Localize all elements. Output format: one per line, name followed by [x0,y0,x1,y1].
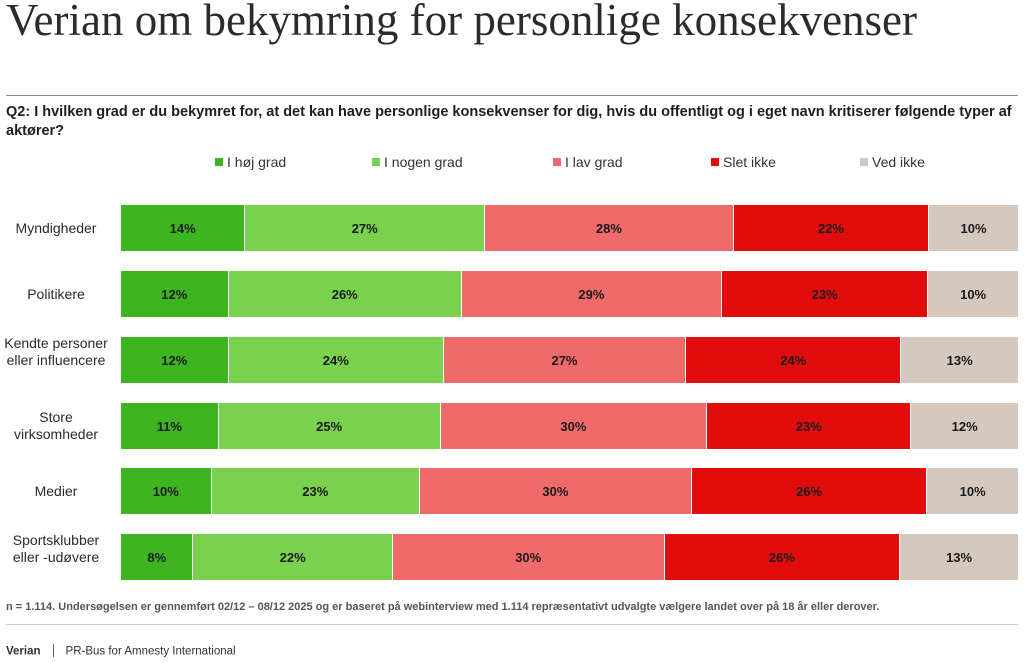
data-label: 10% [152,483,179,499]
bar-segment-slet-ikke: 26% [691,468,928,514]
bar-segment-slet-ikke: 22% [733,205,930,251]
bar-row: 8% 22% 30% 26% 13% [121,534,1018,580]
data-label: 23% [811,286,838,302]
data-label: 12% [161,352,188,368]
footnote: n = 1.114. Undersøgelsen er gennemført 0… [6,601,880,613]
bar-segment-i-h-j-grad: 12% [121,271,229,317]
bar-segment-i-nogen-grad: 25% [218,403,441,449]
bar-row: 10% 23% 30% 26% 10% [121,468,1018,514]
bar-segment-ved-ikke: 10% [927,468,1018,514]
legend-label: Ved ikke [872,154,925,170]
legend-swatch [553,158,561,167]
bar-segment-i-lav-grad: 30% [392,534,665,580]
data-label: 10% [959,483,986,499]
bar-segment-i-nogen-grad: 22% [193,534,393,580]
legend-item-i-nogen-grad: I nogen grad [372,154,463,170]
data-label: 25% [316,418,343,434]
legend-swatch [711,158,719,167]
data-label: 24% [322,352,349,368]
legend-swatch [372,158,380,167]
chart-legend: I høj grad I nogen grad I lav grad Slet ikk… [0,154,1024,172]
legend-swatch [215,158,223,167]
data-label: 22% [817,220,844,236]
data-label: 27% [551,352,578,368]
category-label: Store virksomheder [13,409,99,442]
bar-segment-slet-ikke: 23% [721,271,929,317]
legend-item-i-lav-grad: I lav grad [553,154,623,170]
bar-segment-i-lav-grad: 28% [485,205,734,251]
legend-label: I nogen grad [384,154,463,170]
data-label: 8% [147,549,167,565]
legend-label: I lav grad [565,154,623,170]
category-label: Politikere [27,285,85,302]
data-label: 13% [946,549,973,565]
data-label: 10% [960,286,987,302]
data-label: 24% [780,352,807,368]
category-label: Medier [34,482,78,499]
bar-segment-i-h-j-grad: 14% [121,205,246,251]
bar-row: 12% 26% 29% 23% 10% [121,271,1018,317]
page-title: Verian om bekymring for personlige konse… [6,0,918,45]
question-text: Q2: I hvilken grad er du bekymret for, a… [6,104,1012,139]
bar-segment-i-nogen-grad: 27% [245,205,486,251]
data-label: 14% [169,220,196,236]
legend-item-i-h-j-grad: I høj grad [215,154,286,170]
bar-segment-ved-ikke: 10% [928,271,1018,317]
bar-segment-ved-ikke: 12% [911,403,1018,449]
bar-segment-i-nogen-grad: 26% [228,271,462,317]
legend-item-ved-ikke: Ved ikke [860,154,925,170]
bar-segment-ved-ikke: 13% [900,534,1018,580]
footer-brand: Verian [6,645,41,658]
bar-segment-i-nogen-grad: 24% [228,337,444,383]
bar-segment-ved-ikke: 10% [929,205,1018,251]
data-label: 29% [578,286,605,302]
data-label: 26% [331,286,358,302]
data-label: 26% [796,483,823,499]
legend-swatch [860,158,868,167]
bar-segment-i-nogen-grad: 23% [211,468,420,514]
data-label: 28% [595,220,622,236]
footer-text: PR-Bus for Amnesty International [65,645,236,658]
bar-row: 14% 27% 28% 22% 10% [121,205,1018,251]
bar-segment-ved-ikke: 13% [901,337,1018,383]
data-label: 13% [946,352,973,368]
data-label: 30% [515,549,542,565]
category-label: Myndigheder [15,219,97,236]
data-label: 22% [279,549,306,565]
category-label: Sportsklubber eller -udøvere [12,531,100,565]
legend-label: Slet ikke [723,154,776,170]
bar-segment-i-lav-grad: 29% [461,271,722,317]
footer-divider [6,624,1018,625]
data-label: 27% [351,220,378,236]
bar-segment-slet-ikke: 23% [707,403,912,449]
bar-segment-i-h-j-grad: 11% [121,403,219,449]
legend-item-slet-ikke: Slet ikke [711,154,776,170]
bar-row: 11% 25% 30% 23% 12% [121,403,1018,449]
bar-segment-i-lav-grad: 30% [440,403,708,449]
data-label: 10% [960,220,987,236]
bar-segment-i-lav-grad: 27% [443,337,687,383]
data-label: 12% [161,286,188,302]
title-divider [6,95,1018,96]
bar-segment-slet-ikke: 26% [664,534,901,580]
bar-segment-slet-ikke: 24% [686,337,902,383]
data-label: 30% [560,418,587,434]
data-label: 26% [768,549,795,565]
bar-segment-i-h-j-grad: 8% [121,534,194,580]
bar-segment-i-lav-grad: 30% [419,468,692,514]
bar-row: 12% 24% 27% 24% 13% [121,337,1018,383]
footer: Verian PR-Bus for Amnesty International [6,644,236,658]
footer-separator [52,644,54,657]
legend-label: I høj grad [227,154,287,170]
data-label: 12% [951,418,978,434]
data-label: 30% [542,483,569,499]
data-label: 11% [156,418,182,434]
bar-segment-i-h-j-grad: 12% [121,337,229,383]
data-label: 23% [302,483,329,499]
category-label: Kendte personer eller influencere [4,334,108,368]
bar-segment-i-h-j-grad: 10% [121,468,212,514]
data-label: 23% [795,418,822,434]
